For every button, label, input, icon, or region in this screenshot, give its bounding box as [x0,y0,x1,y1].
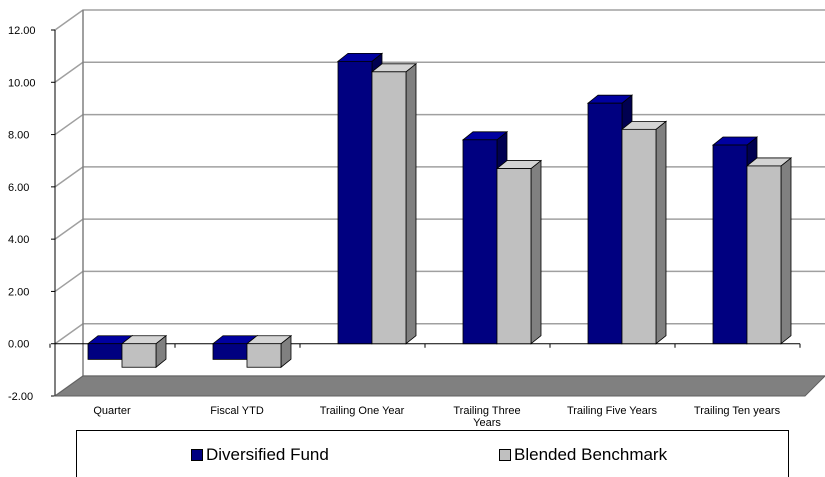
bar-side [655,120,667,345]
bar-blended-benchmark-fiscal-ytd [245,334,293,369]
legend: Diversified Fund Blended Benchmark [76,430,789,477]
legend-item-diversified-fund: Diversified Fund [191,445,329,465]
y-tick-label: 0.00 [8,339,29,351]
x-axis-labels: Quarter Fiscal YTD Trailing One Year Traili… [93,405,780,429]
bar-front [246,343,282,368]
x-tick-label: Trailing Ten years [694,405,781,417]
bar-blended-benchmark-trailing-ten-years [745,157,793,345]
bar-front [337,60,373,345]
bar-front [121,343,157,368]
bar-front [746,165,782,345]
chart-back-wall [54,9,825,397]
bar-side [405,62,417,345]
bar-blended-benchmark-quarter [120,334,168,369]
y-tick-label: -2.00 [8,391,33,403]
legend-item-blended-benchmark: Blended Benchmark [499,445,667,465]
x-tick-label: Trailing Three Years [453,405,520,429]
x-tick-label: Quarter [93,405,131,417]
bar-front [87,343,123,360]
gridline [54,218,825,240]
gridline [54,61,825,83]
y-tick-label: 2.00 [8,286,29,298]
y-axis: 12.00 10.00 8.00 6.00 4.00 2.00 0.00 -2.00 [8,25,56,403]
x-tick-label: Trailing Five Years [567,405,658,417]
gridline [54,113,825,136]
y-tick-label: 10.00 [8,77,36,89]
legend-label-blended-benchmark: Blended Benchmark [514,445,668,464]
bar-front [371,71,407,345]
legend-swatch-diversified-fund [191,449,203,461]
bar-front [496,168,532,345]
gridline [54,322,825,345]
bar-diversified-fund-quarter [86,334,134,361]
y-tick-label: 12.00 [8,25,36,37]
gridline [54,9,825,31]
bar-blended-benchmark-trailing-five-years [620,120,668,345]
y-tick-label: 4.00 [8,234,29,246]
y-tick-label: 8.00 [8,130,29,142]
bar-side [780,157,792,345]
bar-side [530,159,542,345]
legend-label-diversified-fund: Diversified Fund [206,445,329,464]
y-tick-label: 6.00 [8,182,29,194]
floor-plane [53,375,825,397]
gridline [54,270,825,293]
legend-swatch-blended-benchmark [499,449,511,461]
bar-front [587,102,623,345]
bar-blended-benchmark-trailing-three-years [495,159,543,345]
bars [49,52,801,369]
bar-front [621,128,657,345]
bar-blended-benchmark-trailing-one-year [370,62,418,345]
x-tick-label: Trailing One Year [320,405,405,417]
bar-front [712,144,748,345]
bar-front [212,343,248,360]
chart-floor [53,375,825,397]
gridline [54,166,825,188]
x-tick-label: Fiscal YTD [210,405,264,417]
bar-front [462,139,498,345]
